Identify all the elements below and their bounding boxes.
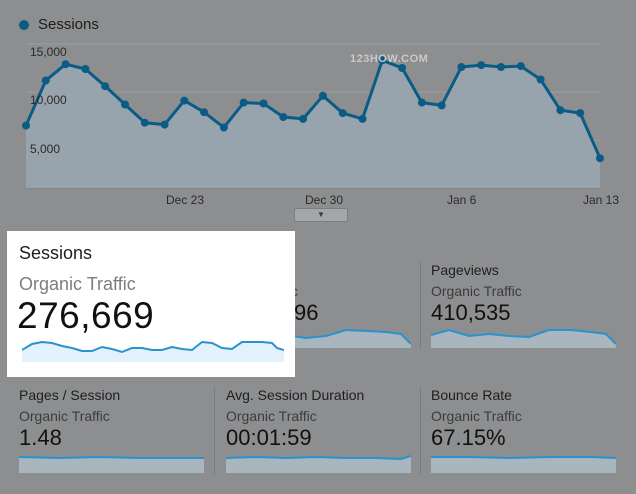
- data-point[interactable]: [536, 75, 545, 84]
- tile-title: Pageviews: [431, 262, 499, 278]
- data-point[interactable]: [180, 96, 189, 105]
- tile-subtitle: Organic Traffic: [226, 408, 317, 424]
- sparkline-area: [19, 457, 204, 473]
- tile-title: Avg. Session Duration: [226, 387, 365, 403]
- x-tick-label: Dec 23: [166, 193, 205, 207]
- tile-divider: [420, 387, 421, 475]
- data-point[interactable]: [358, 114, 367, 123]
- data-point[interactable]: [497, 63, 505, 71]
- tile-divider: [214, 387, 215, 475]
- tile-value: 67.15%: [431, 425, 506, 450]
- data-point[interactable]: [576, 109, 585, 118]
- tile-value: 410,535: [431, 300, 511, 325]
- data-point[interactable]: [140, 118, 149, 127]
- sparkline-area: [431, 330, 616, 348]
- y-tick-label: 5,000: [30, 142, 61, 156]
- tile-subtitle: Organic Traffic: [19, 408, 110, 424]
- data-point[interactable]: [417, 98, 426, 107]
- legend-dot: [19, 19, 29, 30]
- data-point[interactable]: [556, 106, 565, 115]
- sparkline-area: [226, 456, 411, 473]
- tile-value: 276,669: [17, 295, 155, 336]
- data-point[interactable]: [299, 114, 308, 123]
- data-point[interactable]: [219, 123, 228, 132]
- tile-value: 1.48: [19, 425, 62, 450]
- data-point[interactable]: [259, 99, 268, 108]
- collapse-chart-button[interactable]: ▼: [294, 208, 348, 222]
- data-point[interactable]: [41, 76, 50, 85]
- y-tick-label: 10,000: [30, 93, 67, 107]
- chevron-down-icon: ▼: [317, 210, 325, 219]
- data-point[interactable]: [437, 101, 446, 110]
- metric-tile-sessions-highlight[interactable]: Sessions Organic Traffic 276,669: [7, 231, 295, 377]
- data-point[interactable]: [378, 56, 387, 65]
- watermark: 123HOW.COM: [350, 53, 429, 65]
- data-point[interactable]: [61, 60, 70, 69]
- x-tick-label: Dec 30: [305, 193, 344, 207]
- avg-session-duration-sparkline: [226, 455, 411, 473]
- tile-subtitle: Organic Traffic: [431, 283, 522, 299]
- tile-value: 00:01:59: [226, 425, 312, 450]
- x-tick-label: Jan 13: [583, 193, 620, 207]
- bounce-rate-sparkline: [431, 456, 616, 473]
- sparkline-line: [19, 455, 204, 460]
- data-point[interactable]: [101, 82, 110, 91]
- tile-value: 96: [294, 300, 319, 325]
- sparkline-line: [431, 456, 616, 460]
- data-point[interactable]: [160, 120, 169, 129]
- data-point[interactable]: [477, 61, 486, 70]
- sparkline-line: [226, 455, 411, 461]
- pages-per-session-sparkline: [19, 455, 204, 473]
- data-point[interactable]: [81, 65, 90, 73]
- sparkline-line: [431, 328, 616, 345]
- data-point[interactable]: [239, 98, 248, 107]
- tile-divider: [420, 262, 421, 350]
- data-point[interactable]: [121, 100, 129, 109]
- tile-title: Sessions: [19, 243, 93, 263]
- tile-subtitle: Organic Traffic: [19, 274, 136, 294]
- sessions-area: [26, 60, 600, 188]
- data-point[interactable]: [398, 64, 407, 72]
- tile-title: Bounce Rate: [431, 387, 512, 403]
- metric-tile-avg-session-duration[interactable]: Avg. Session Duration Organic Traffic 00…: [226, 387, 411, 475]
- x-tick-label: Jan 6: [447, 193, 477, 207]
- tile-title: Pages / Session: [19, 387, 121, 403]
- tile-subtitle: Organic Traffic: [431, 408, 522, 424]
- data-point[interactable]: [596, 154, 604, 163]
- data-point[interactable]: [318, 91, 327, 100]
- pageviews-sparkline: [431, 328, 616, 348]
- data-point[interactable]: [457, 63, 466, 71]
- chart-legend: Sessions: [19, 16, 99, 33]
- metric-tile-pageviews[interactable]: Pageviews Organic Traffic 410,535: [431, 262, 616, 350]
- metric-tile-bounce-rate[interactable]: Bounce Rate Organic Traffic 67.15%: [431, 387, 616, 475]
- metric-tile-pages-per-session[interactable]: Pages / Session Organic Traffic 1.48: [19, 387, 204, 475]
- data-point[interactable]: [279, 113, 288, 121]
- data-point[interactable]: [516, 62, 525, 71]
- data-point[interactable]: [338, 109, 347, 118]
- sparkline-area: [431, 457, 616, 473]
- sessions-sparkline: [22, 340, 284, 362]
- legend-label: Sessions: [38, 16, 99, 33]
- data-point[interactable]: [200, 108, 209, 117]
- data-point[interactable]: [22, 121, 30, 130]
- y-tick-label: 15,000: [30, 45, 67, 59]
- sparkline-line: [22, 340, 284, 354]
- sessions-line-chart: [22, 43, 604, 189]
